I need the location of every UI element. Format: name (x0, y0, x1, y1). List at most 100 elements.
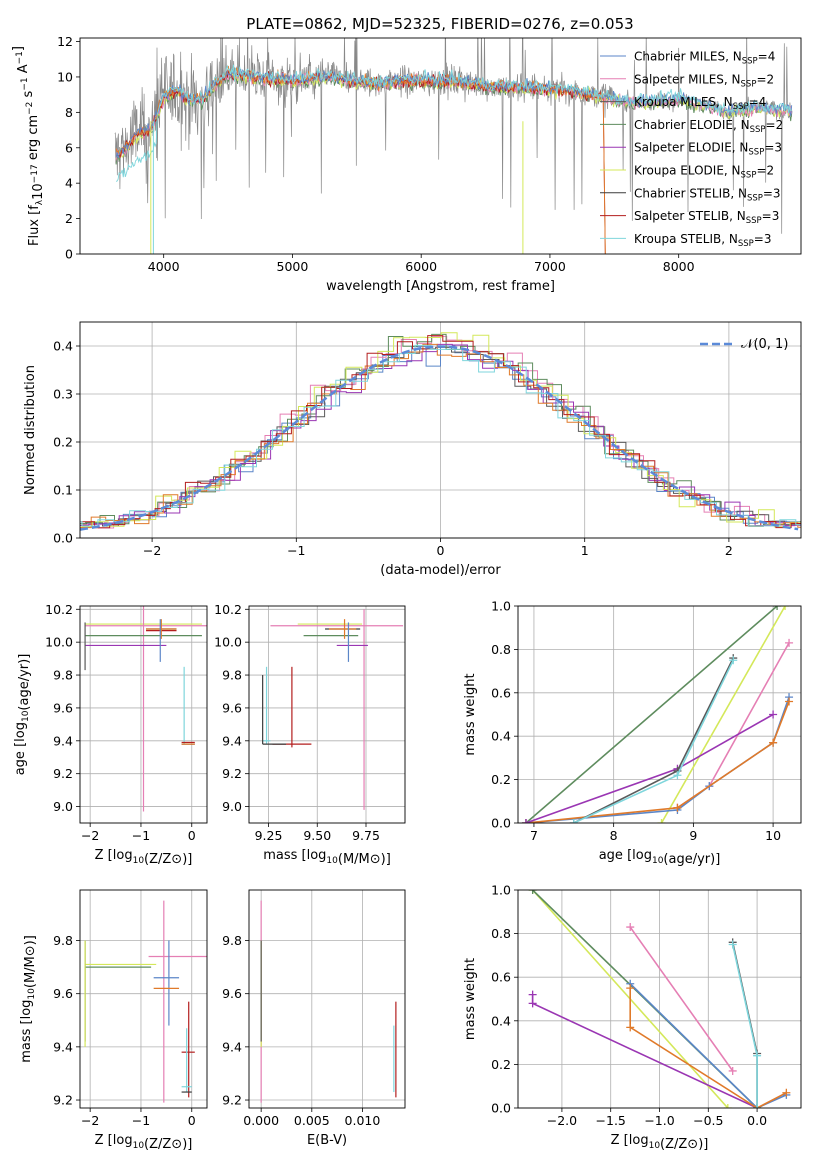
data-point (528, 890, 537, 894)
x-tick-label: 9 (689, 828, 697, 843)
axes-frame (248, 605, 406, 824)
normal-curve (80, 345, 799, 531)
error-bar (153, 940, 180, 1026)
age_vs_Z-panel: −2 −1 0 9.0 9.2 9.4 9.6 9.8 10.0 10.2 Z [log10(Z/Z… (13, 602, 208, 867)
series-line (525, 606, 778, 823)
data-point (785, 697, 794, 706)
x-tick-label: −1 (287, 543, 305, 558)
mass_weight_vs_age-panel: 7 8 9 10 0.0 0.2 0.4 0.6 0.8 1.0 age [log10(age/yr… (463, 599, 802, 867)
residual-histogram (80, 345, 801, 526)
series-line (531, 994, 758, 1108)
spectrum-panel: 4000 5000 6000 7000 8000 0 2 4 6 8 10 12 wavelength … (11, 34, 802, 294)
error-bar (85, 606, 207, 812)
x-tick-label: 8 (610, 828, 618, 843)
data-point (657, 819, 666, 823)
mass-weight-series (657, 606, 790, 823)
spectrum-legend: Chabrier MILES, NSSP=4 Salpeter MILES, NS… (600, 50, 783, 249)
data-point (785, 638, 794, 647)
x-axis-label: age [log10(age/yr)] (599, 848, 721, 867)
series-line (573, 659, 734, 823)
legend-label: Kroupa ELODIE, NSSP=2 (634, 164, 774, 181)
legend-label: Salpeter STELIB, NSSP=3 (634, 209, 779, 226)
y-tick-label: 1.0 (491, 599, 511, 614)
model-spectrum (115, 65, 606, 254)
data-point (528, 999, 537, 1008)
mass_weight_vs_Z-plot-area (528, 890, 791, 1108)
y-tick-label: 0.0 (491, 816, 511, 831)
x-tick-label: 1 (581, 543, 589, 558)
y-tick-label: 9.8 (222, 933, 242, 948)
mass-weight-series (521, 710, 778, 823)
x-tick-label: 5000 (277, 259, 309, 274)
error-bar (270, 609, 404, 810)
y-tick-label: 0.6 (491, 685, 511, 700)
y-axis-label: age [log10(age/yr)] (13, 654, 32, 776)
mass-weight-series (673, 638, 794, 812)
x-tick-label: 0 (188, 1113, 196, 1128)
data-point (673, 771, 682, 780)
y-tick-label: 2 (65, 211, 73, 226)
legend-label: Salpeter ELODIE, NSSP=3 (634, 141, 782, 158)
series-line (676, 642, 790, 809)
mass_vs_Z-panel: −2 −1 0 9.2 9.4 9.6 9.8 Z [log10(Z/Z⊙)] mass [lo… (19, 889, 208, 1152)
y-axis-label: Normed distribution (23, 365, 38, 495)
y-tick-label: 0.2 (491, 772, 511, 787)
residuals-legend: 𝒩(0, 1) (700, 337, 788, 352)
y-tick-label: 0.4 (491, 729, 511, 744)
x-tick-label: 0.005 (294, 1113, 330, 1128)
legend-label: Salpeter MILES, NSSP=2 (634, 72, 774, 89)
data-point (728, 940, 737, 949)
x-tick-label: 6000 (405, 259, 437, 274)
y-tick-label: 9.2 (222, 766, 242, 781)
legend-label: Kroupa STELIB, NSSP=3 (634, 232, 772, 249)
y-tick-label: 9.6 (222, 700, 242, 715)
y-tick-label: 0.2 (53, 435, 73, 450)
axes-frame (248, 889, 406, 1109)
data-point (753, 1051, 762, 1060)
x-tick-label: −2 (143, 543, 161, 558)
series-line (660, 606, 786, 823)
data-point (728, 1066, 737, 1075)
y-tick-label: 9.4 (53, 1039, 73, 1054)
x-tick-label: 0 (437, 543, 445, 558)
data-point (782, 1088, 791, 1097)
y-tick-label: 0.1 (53, 483, 73, 498)
y-axis-label: Flux [fλ10−17 erg cm−2 s−1 A−1] (11, 46, 46, 246)
mass-weight-series (528, 990, 762, 1108)
x-tick-label: −2 (81, 828, 99, 843)
y-tick-label: 9.2 (222, 1093, 242, 1108)
mass_weight_vs_Z-panel: −2.0 −1.5 −1.0 −0.5 0.0 0.0 0.2 0.4 0.6 0.8 1.0 Z [… (463, 883, 802, 1152)
y-axis-label: mass weight (463, 958, 478, 1040)
y-tick-label: 9.2 (53, 766, 73, 781)
spectrum-plot-area (114, 38, 793, 254)
series-line (629, 983, 787, 1108)
data-point (753, 1104, 762, 1108)
y-tick-label: 12 (57, 34, 73, 49)
mass-weight-series (521, 697, 794, 823)
mass-weight-series (521, 606, 782, 823)
x-tick-label: −1 (132, 1113, 150, 1128)
y-tick-label: 9.4 (222, 1039, 242, 1054)
residual-histogram (80, 333, 801, 527)
mass-weight-series (728, 940, 762, 1108)
x-tick-label: −0.5 (693, 1113, 723, 1128)
data-point (626, 1023, 635, 1032)
y-tick-label: 8 (65, 105, 73, 120)
y-tick-label: 0 (65, 247, 73, 262)
x-tick-label: 4000 (148, 259, 180, 274)
data-point (521, 819, 530, 823)
y-tick-label: 0.2 (491, 1057, 511, 1072)
x-tick-label: −1.5 (596, 1113, 626, 1128)
x-axis-label: Z [log10(Z/Z⊙)] (95, 1133, 193, 1152)
y-tick-label: 10.0 (214, 635, 242, 650)
x-tick-label: 9.50 (303, 828, 331, 843)
y-tick-label: 9.4 (222, 733, 242, 748)
mass_vs_Z-plot-area (84, 900, 207, 1103)
y-tick-label: 0.8 (491, 642, 511, 657)
x-tick-label: 9.25 (255, 828, 283, 843)
series-line (629, 926, 734, 1072)
x-tick-label: 0.000 (243, 1113, 279, 1128)
model-spectrum (115, 64, 792, 182)
axes-frame (517, 889, 802, 1109)
